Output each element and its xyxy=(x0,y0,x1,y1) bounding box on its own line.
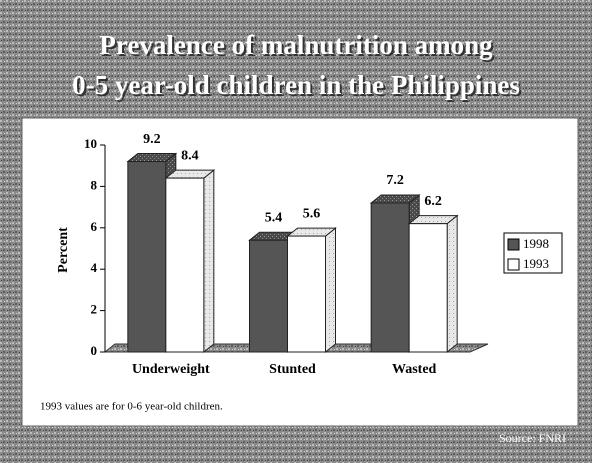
data-label: 9.2 xyxy=(143,132,161,147)
legend-swatch xyxy=(507,258,520,271)
bar xyxy=(408,223,448,353)
bar-side xyxy=(446,214,458,354)
bar-side xyxy=(203,169,215,354)
data-label: 6.2 xyxy=(424,194,442,209)
bar xyxy=(249,239,288,353)
y-tick-label: 0 xyxy=(91,343,98,358)
y-tick-label: 10 xyxy=(84,136,97,151)
chart-title: 0-5 year-old children in the Philippines xyxy=(72,70,520,100)
title-shadow: 0-5 year-old children in the Philippines xyxy=(74,72,522,102)
x-tick-label: Wasted xyxy=(392,362,437,377)
x-tick-label: Underweight xyxy=(132,362,210,377)
bar xyxy=(287,235,326,353)
chart-title: Prevalence of malnutrition among xyxy=(99,30,493,60)
title-shadow: Prevalence of malnutrition among xyxy=(101,32,495,62)
y-tick-label: 8 xyxy=(91,177,98,192)
y-tick-label: 6 xyxy=(91,219,98,234)
bar xyxy=(165,177,205,353)
y-tick-label: 2 xyxy=(91,302,98,317)
legend-label: 1998 xyxy=(523,236,549,251)
data-label: 7.2 xyxy=(386,173,404,188)
bar xyxy=(370,202,410,353)
y-axis-label: Percent xyxy=(56,227,71,273)
bar-side xyxy=(325,227,336,354)
footnote: 1993 values are for 0-6 year-old childre… xyxy=(40,401,223,413)
legend-swatch xyxy=(507,238,520,251)
legend-box xyxy=(503,232,563,274)
chart-panel xyxy=(21,117,579,427)
legend-label: 1993 xyxy=(523,256,549,271)
data-label: 5.4 xyxy=(265,210,283,225)
source: Source: FNRI xyxy=(499,431,566,445)
x-tick-label: Stunted xyxy=(269,362,316,377)
bar xyxy=(127,161,167,353)
data-label: 8.4 xyxy=(181,148,199,163)
data-label: 5.6 xyxy=(303,206,321,221)
y-tick-label: 4 xyxy=(91,260,98,275)
